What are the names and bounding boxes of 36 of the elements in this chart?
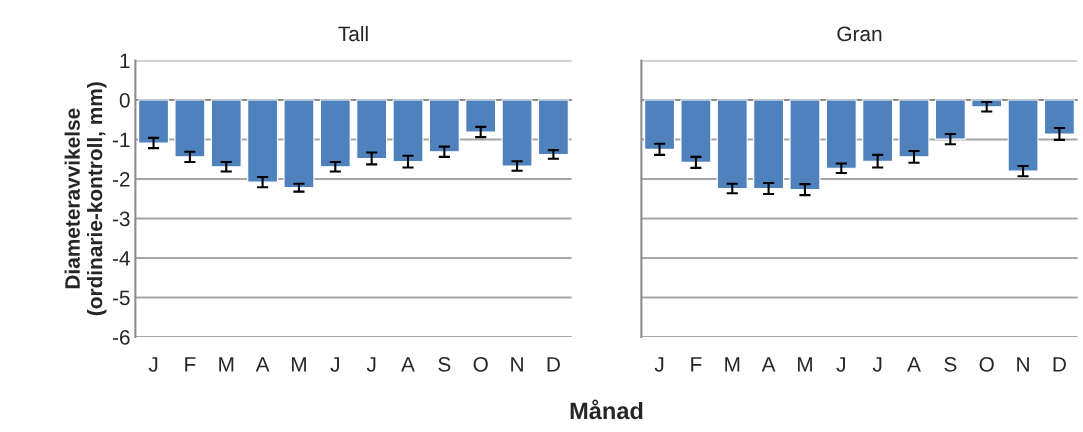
x-tick-label: F xyxy=(185,357,196,372)
x-tick-label: F xyxy=(691,357,702,372)
x-tick-label: D xyxy=(1053,357,1066,372)
x-tick-label: M xyxy=(291,357,306,372)
x-tick-label: N xyxy=(1017,357,1029,372)
x-tick-label: M xyxy=(797,357,812,372)
y-tick-label: 0 xyxy=(119,92,130,108)
x-tick-label: J xyxy=(366,357,376,372)
x-tick-label: M xyxy=(725,357,740,372)
y-tick-label: -3 xyxy=(112,211,130,227)
x-tick-label: J xyxy=(836,357,845,372)
x-tick-label: A xyxy=(907,357,921,372)
x-tick-label: J xyxy=(872,357,882,372)
x-tick-label: A xyxy=(255,357,270,372)
x-tick-label: S xyxy=(438,356,451,372)
y-axis-title: Diameteravvikelse (ordinarie-kontroll, mm) xyxy=(64,82,107,316)
x-tick-label: O xyxy=(473,356,488,372)
x-tick-label: S xyxy=(944,356,957,372)
y-tick-label: 1 xyxy=(120,53,130,69)
chart-title: Tall xyxy=(338,25,368,42)
x-tick-label: A xyxy=(401,357,415,372)
x-tick-label: J xyxy=(330,357,339,372)
x-tick-label: O xyxy=(979,356,994,372)
x-tick-label: J xyxy=(654,357,664,372)
x-tick-label: D xyxy=(547,357,560,372)
y-tick-label: -2 xyxy=(112,171,130,187)
x-tick-label: N xyxy=(511,357,523,372)
x-tick-label: M xyxy=(219,357,234,372)
x-tick-label: A xyxy=(761,357,776,372)
y-tick-label: -1 xyxy=(112,132,130,148)
x-tick-label: J xyxy=(148,357,158,372)
y-tick-label: -6 xyxy=(112,329,130,345)
y-tick-label: -4 xyxy=(112,251,130,266)
x-axis-title: Månad xyxy=(570,399,643,420)
y-tick-label: -5 xyxy=(112,290,130,306)
chart-title: Gran xyxy=(837,26,882,42)
